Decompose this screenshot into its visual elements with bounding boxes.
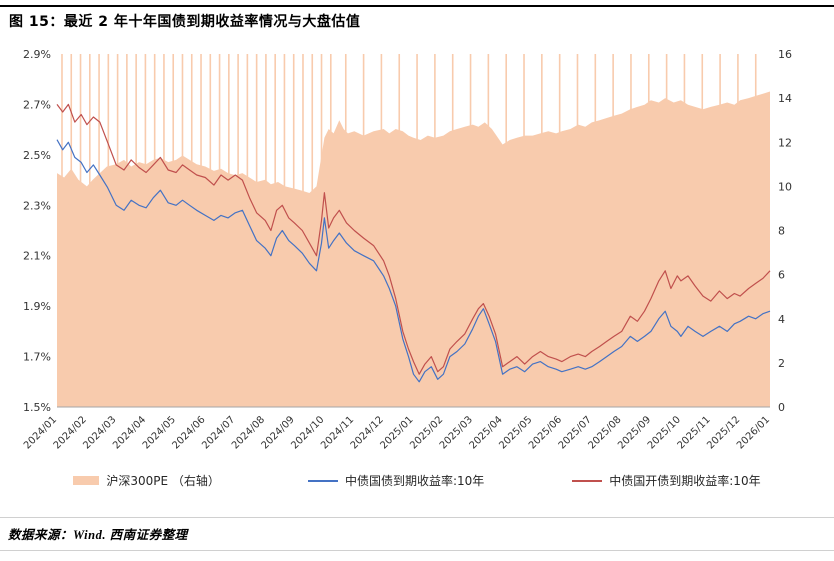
svg-text:2: 2 [778,357,785,370]
svg-text:6: 6 [778,269,785,282]
svg-text:1.5%: 1.5% [23,401,51,414]
svg-text:2026/01: 2026/01 [735,414,772,451]
svg-text:8: 8 [778,225,785,238]
line-swatch-blue [307,479,338,482]
legend-item-csi300-pe: 沪深300PE （右轴） [73,472,220,489]
legend-item-cdb-yield: 中债国开债到期收益率:10年 [572,472,761,489]
svg-text:2.3%: 2.3% [23,199,51,212]
data-source-note: 数据来源：Wind. 西南证券整理 [8,528,188,542]
svg-text:0: 0 [778,401,785,414]
chart-legend: 沪深300PE （右轴） 中债国债到期收益率:10年 中债国开债到期收益率:10… [0,472,834,489]
svg-text:2.7%: 2.7% [23,98,51,111]
svg-text:4: 4 [778,313,785,326]
area-swatch [73,476,100,485]
legend-label-csi300-pe: 沪深300PE （右轴） [106,474,220,488]
svg-text:12: 12 [778,136,792,149]
svg-text:16: 16 [778,48,792,61]
svg-text:2.1%: 2.1% [23,250,51,263]
chart-plot: 1.5% 1.7% 1.9% 2.1% 2.3% 2.5% 2.7% 2.9% 0 2 4 6 8 10 1… [22,48,792,451]
svg-text:1.7%: 1.7% [23,351,51,364]
top-rule [0,5,834,7]
svg-text:10: 10 [778,180,792,193]
svg-text:14: 14 [778,92,792,105]
source-rule-top [0,517,834,518]
line-swatch-red [572,479,603,482]
legend-label-cdb-yield: 中债国开债到期收益率:10年 [609,474,761,488]
legend-label-treasury-yield: 中债国债到期收益率:10年 [344,474,485,488]
figure-title: 图 15：最近 2 年十年国债到期收益率情况与大盘估值 [9,14,361,30]
svg-text:1.9%: 1.9% [23,300,51,313]
svg-text:2.5%: 2.5% [23,149,51,162]
legend-item-treasury-yield: 中债国债到期收益率:10年 [307,472,485,489]
svg-text:2.9%: 2.9% [23,48,51,61]
source-rule-bottom [0,550,834,551]
